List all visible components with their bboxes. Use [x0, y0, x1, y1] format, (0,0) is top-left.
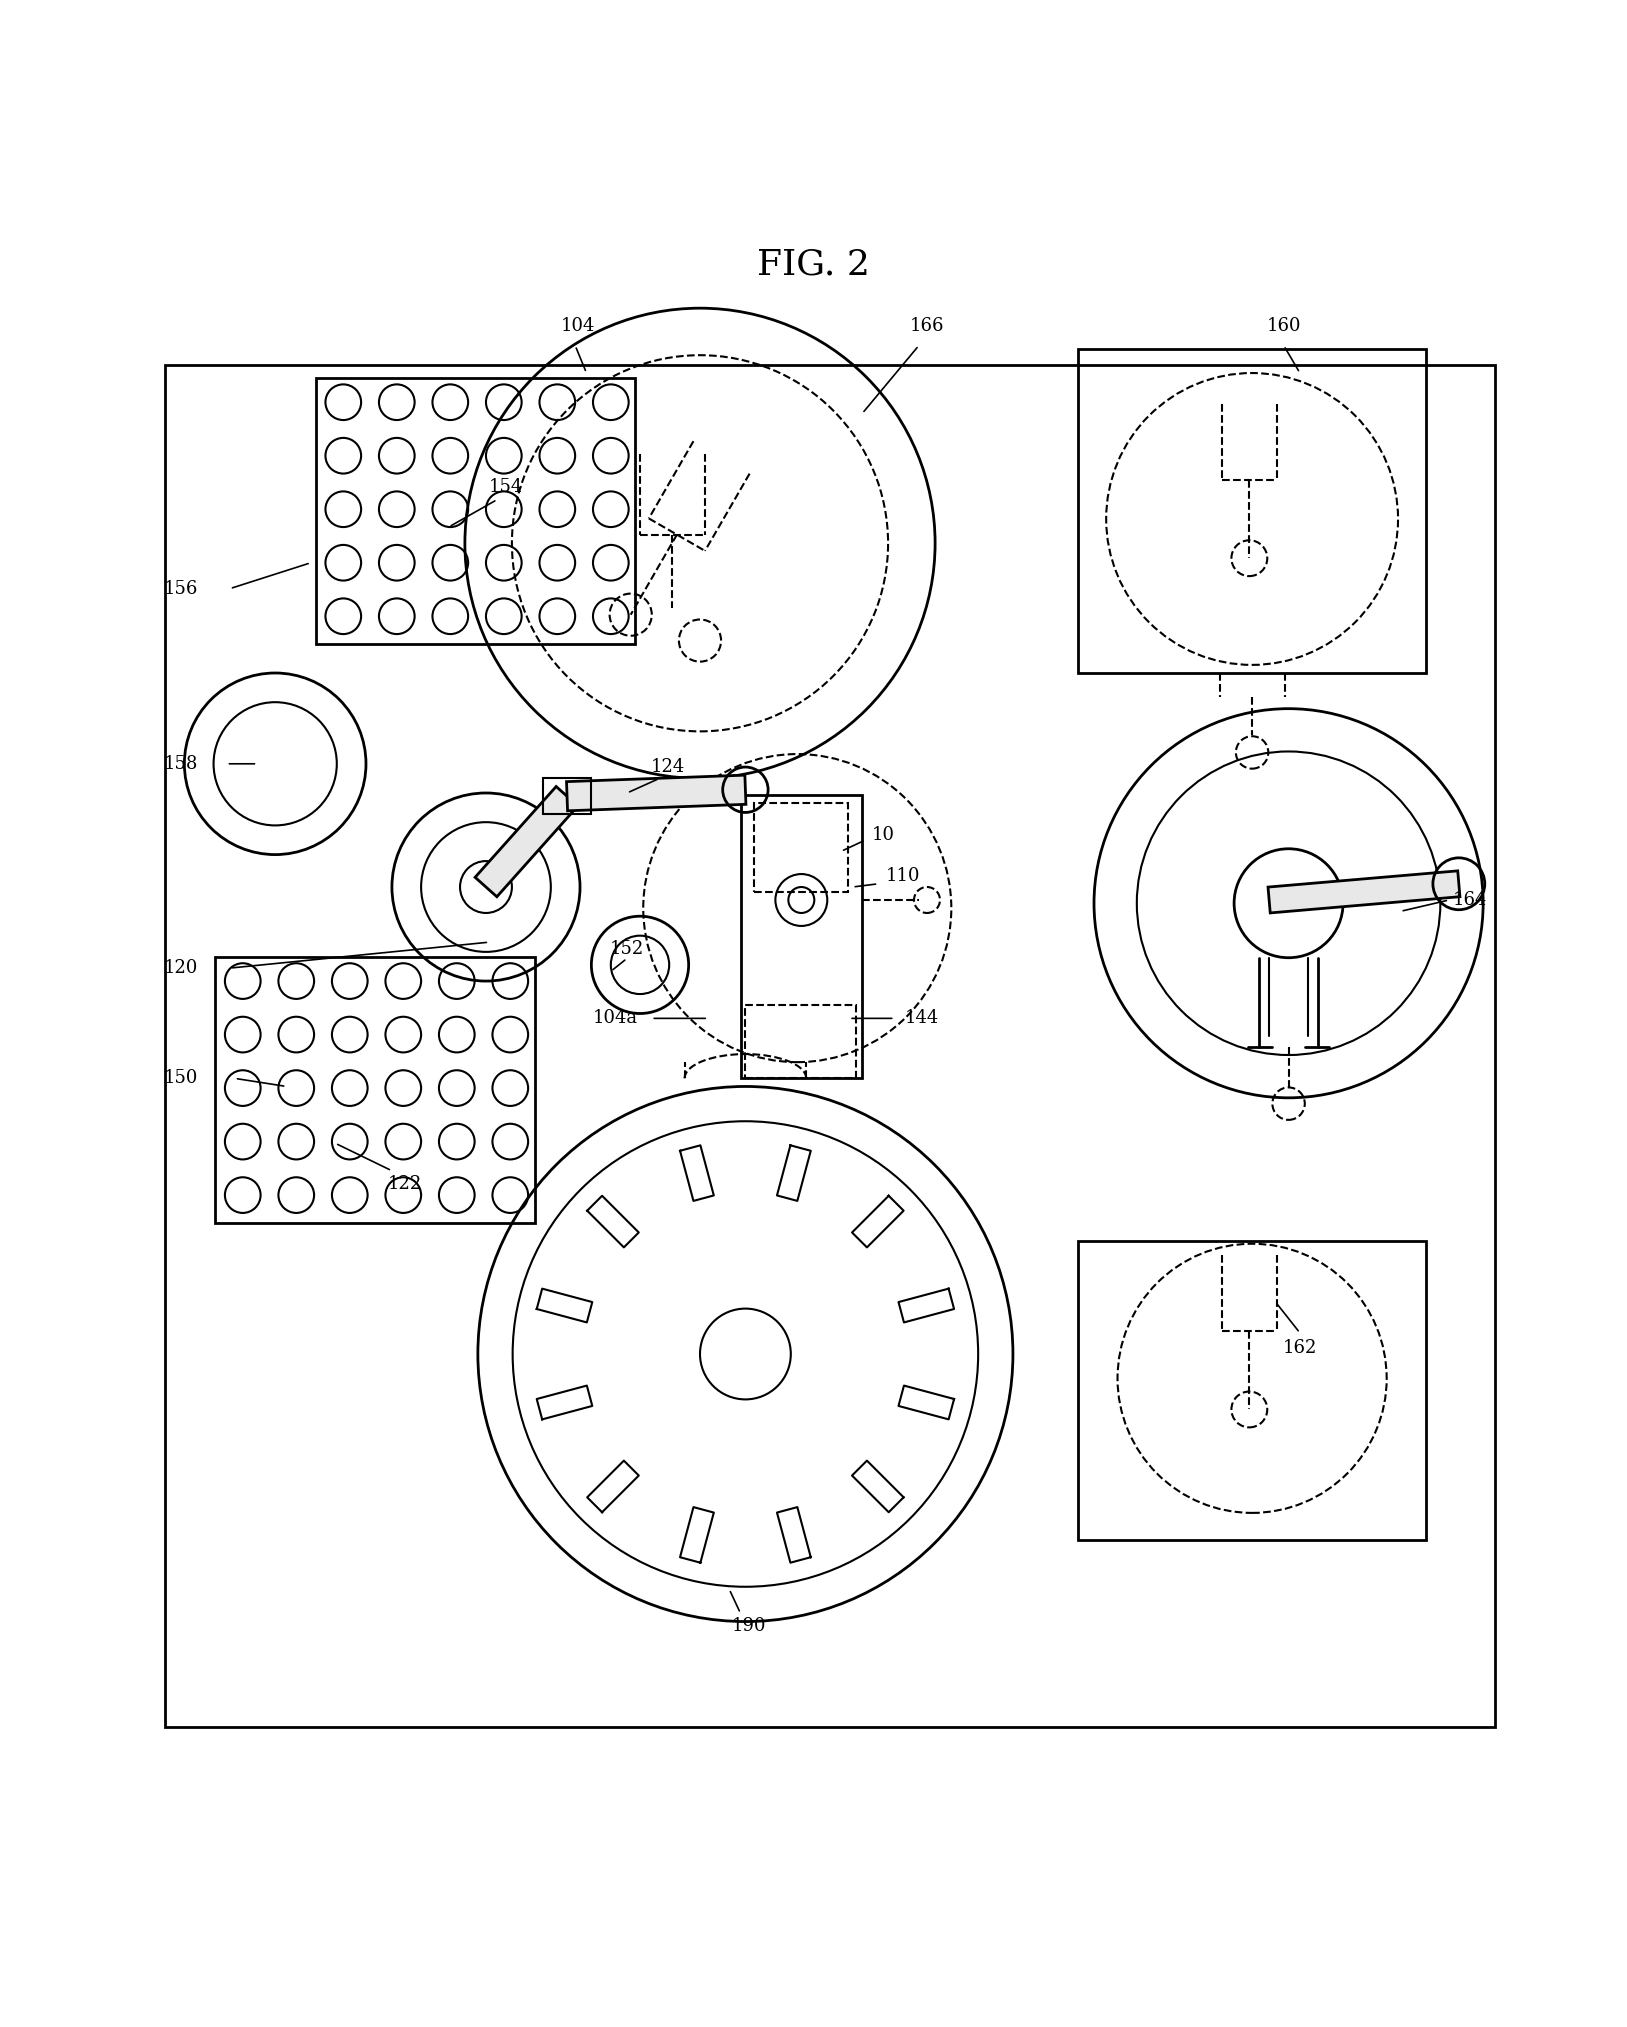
Text: 156: 156 [164, 580, 198, 598]
Text: 104: 104 [561, 316, 595, 334]
Text: 104a: 104a [594, 1009, 638, 1028]
Text: 110: 110 [885, 868, 919, 884]
Text: 144: 144 [905, 1009, 939, 1028]
Text: 124: 124 [651, 758, 685, 776]
Bar [753, 803, 848, 892]
Text: 122: 122 [387, 1176, 421, 1192]
Bar [1077, 349, 1427, 673]
Bar [1077, 1241, 1427, 1541]
Text: 120: 120 [164, 959, 198, 977]
Polygon shape [475, 786, 578, 896]
Text: 150: 150 [164, 1070, 198, 1086]
Polygon shape [1267, 872, 1459, 912]
Bar [164, 365, 1495, 1727]
Bar [543, 778, 591, 815]
Text: 164: 164 [1453, 892, 1487, 908]
Text: 10: 10 [872, 827, 895, 843]
Text: 190: 190 [732, 1618, 766, 1636]
Text: 162: 162 [1282, 1338, 1318, 1356]
Text: 152: 152 [610, 941, 644, 957]
Text: 160: 160 [1266, 316, 1302, 334]
Text: 166: 166 [909, 316, 944, 334]
Text: FIG. 2: FIG. 2 [757, 247, 870, 282]
Bar [316, 377, 635, 645]
Polygon shape [566, 774, 745, 811]
Text: 158: 158 [164, 754, 198, 772]
Bar [745, 1005, 856, 1078]
Text: 154: 154 [488, 478, 522, 495]
Bar [740, 795, 862, 1078]
Bar [215, 957, 535, 1222]
